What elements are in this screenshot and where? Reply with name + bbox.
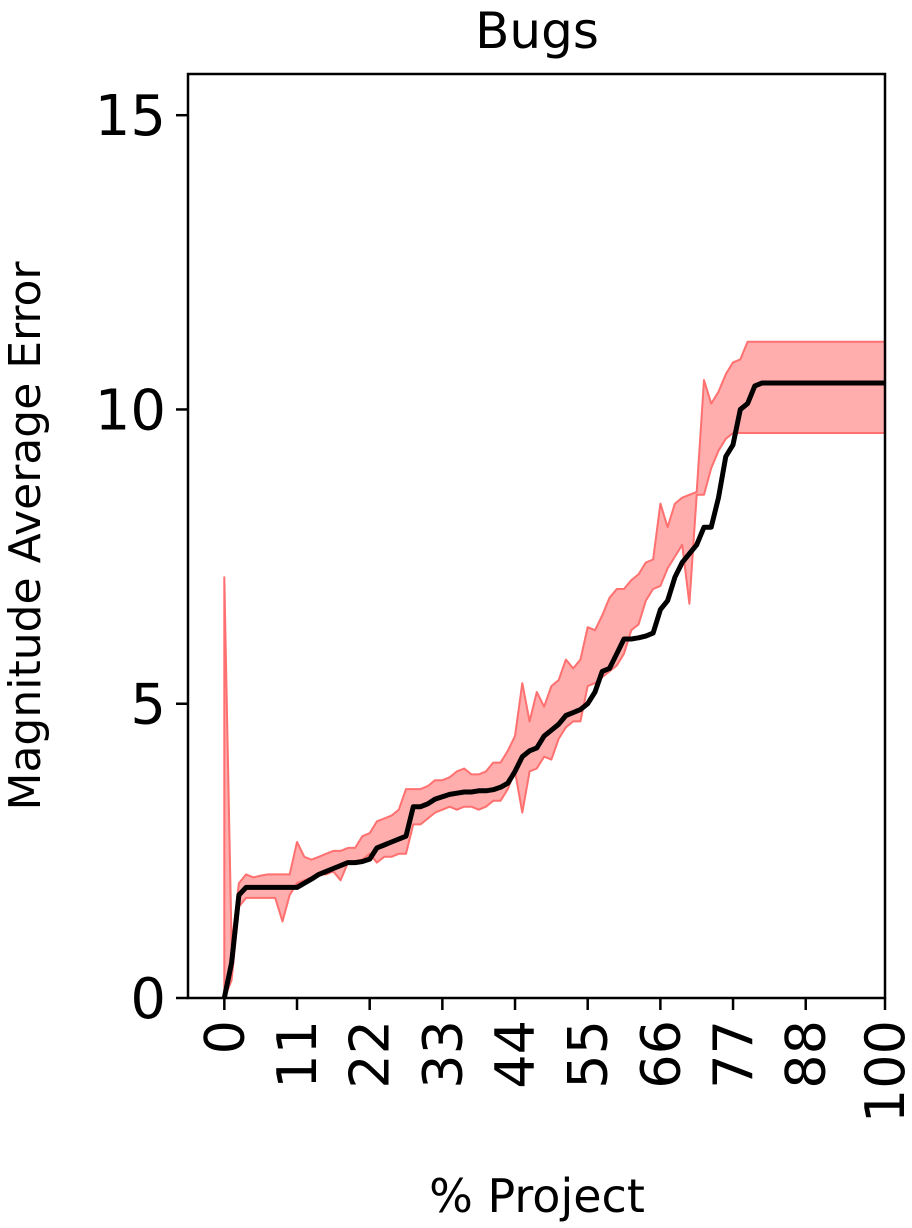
x-axis-ticks: 0 11 22 33 44 55 66 77 88 100 [193,998,912,1123]
x-tick-label: 100 [854,1020,912,1123]
x-tick-label: 22 [339,1020,402,1089]
y-tick-label: 10 [95,378,166,443]
x-tick-label: 55 [557,1020,620,1089]
axes-frame [186,72,887,1000]
y-tick-label: 5 [130,673,166,738]
x-tick-label: 0 [193,1020,256,1054]
y-axis-ticks: 0 5 10 15 [95,84,188,1032]
x-tick-label: 77 [702,1020,765,1089]
y-axis-label: Magnitude Average Error [0,261,51,811]
x-axis-label: % Project [429,1169,645,1223]
chart-title: Bugs [475,2,599,60]
x-tick-label: 66 [629,1020,692,1089]
y-tick-label: 15 [95,84,166,149]
x-tick-label: 11 [266,1020,329,1089]
x-tick-label: 44 [484,1020,547,1089]
confidence-band [223,340,885,998]
plot-area [221,340,885,998]
x-tick-label: 33 [411,1020,474,1089]
y-tick-label: 0 [130,967,166,1032]
x-tick-label: 88 [775,1020,838,1089]
mean-line [221,380,885,998]
